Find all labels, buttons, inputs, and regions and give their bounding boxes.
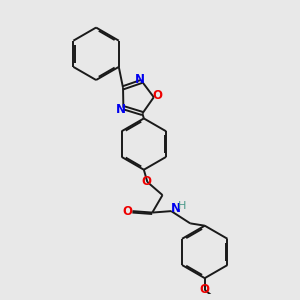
Text: N: N [171, 202, 181, 215]
Text: N: N [116, 103, 126, 116]
Text: N: N [134, 74, 145, 86]
Text: O: O [153, 89, 163, 102]
Text: O: O [122, 205, 132, 218]
Text: H: H [178, 201, 187, 211]
Text: O: O [142, 175, 152, 188]
Text: O: O [200, 283, 210, 296]
